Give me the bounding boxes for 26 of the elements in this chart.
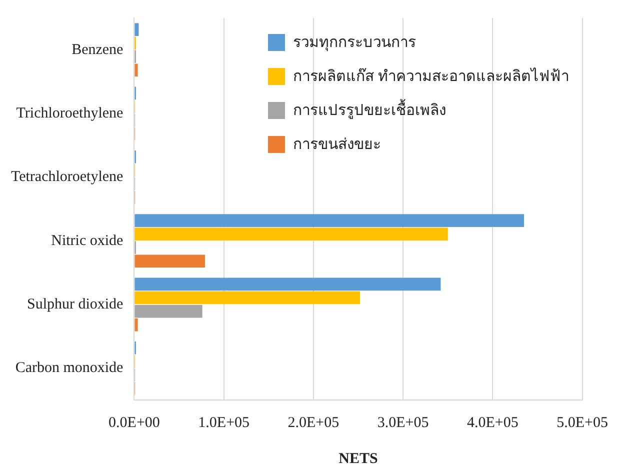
y-tick-label: Nitric oxide [51, 232, 124, 249]
x-tick-label: 5.0E+05 [556, 414, 608, 431]
bar [134, 23, 139, 36]
y-tick-label: Trichloroethylene [16, 105, 124, 122]
x-axis-title: NETS [338, 450, 378, 467]
bar [134, 64, 138, 77]
x-tick-label: 3.0E+05 [377, 414, 429, 431]
bar [134, 291, 360, 304]
legend-label: การผลิตแก๊ส ทำความสะอาดและผลิตไฟฟ้า [293, 66, 569, 87]
x-tick-label: 2.0E+05 [288, 414, 340, 431]
bar [134, 254, 206, 268]
x-tick-label: 0.0E+00 [108, 414, 160, 431]
bar [134, 304, 202, 318]
x-tick-label: 1.0E+05 [198, 414, 250, 431]
y-tick-label: Tetrachloroetylene [10, 169, 124, 186]
legend-label: รวมทุกกระบวนการ [293, 34, 416, 54]
y-tick-label: Benzene [72, 42, 124, 58]
bar [134, 228, 448, 240]
legend-label: การแปรรูปขยะเชื้อเพลิง [293, 98, 446, 121]
bar [134, 318, 138, 332]
y-tick-label: Carbon monoxide [15, 360, 124, 376]
legend-label: การขนส่งขยะ [293, 136, 381, 155]
bar [134, 214, 524, 227]
bar [134, 278, 441, 291]
x-tick-label: 4.0E+05 [467, 414, 518, 431]
y-tick-label: Sulphur dioxide [26, 296, 124, 312]
